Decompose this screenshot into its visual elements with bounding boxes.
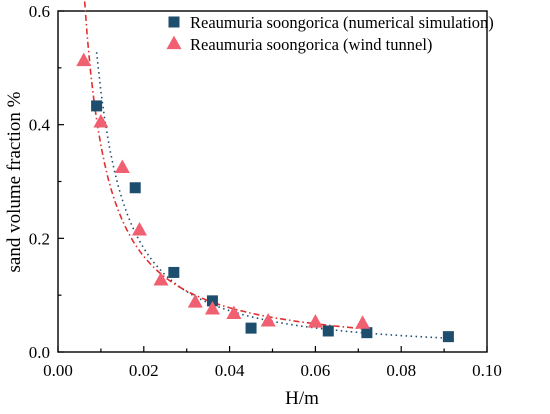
y-tick-label: 0.6	[29, 2, 50, 21]
data-point-triangle	[355, 315, 371, 329]
x-tick-label: 0.10	[472, 361, 502, 380]
data-point-triangle	[307, 314, 323, 328]
data-point-triangle	[114, 159, 130, 173]
data-point-square	[442, 331, 454, 343]
data-point-square	[206, 295, 218, 307]
data-point-triangle	[76, 52, 92, 67]
x-tick-label: 0.06	[301, 361, 331, 380]
plot-frame	[57, 10, 488, 353]
y-tick-label: 0.2	[29, 229, 50, 248]
legend-marker-triangle	[166, 35, 182, 50]
x-axis-title: H/m	[285, 388, 319, 409]
data-point-square	[322, 325, 334, 337]
data-point-triangle	[260, 312, 276, 327]
x-tick-label: 0.08	[386, 361, 416, 380]
y-axis-title: sand volume fraction %	[4, 91, 25, 272]
x-tick-label: 0.02	[129, 361, 159, 380]
data-point-square	[245, 322, 257, 334]
data-point-square	[361, 327, 373, 339]
legend-label: Reaumuria soongorica (numerical simulati…	[190, 13, 494, 32]
x-tick-label: 0.04	[215, 361, 245, 380]
y-tick-label: 0.4	[29, 116, 51, 135]
data-point-triangle	[187, 294, 203, 308]
data-point-square	[91, 100, 103, 112]
data-point-triangle	[226, 305, 242, 320]
data-point-triangle	[153, 272, 169, 286]
legend-label: Reaumuria soongorica (wind tunnel)	[190, 35, 432, 54]
data-point-square	[168, 266, 180, 278]
legend-marker-square	[168, 16, 180, 28]
data-point-triangle	[204, 301, 220, 315]
axes: 0.00 0.02 0.04 0.06 0.08 0.10 0.0 0.2 0.4 0.6	[29, 2, 502, 380]
trendline	[95, 52, 449, 339]
y-tick-label: 0.0	[29, 343, 50, 362]
x-tick-label: 0.00	[43, 361, 73, 380]
data-point-triangle	[132, 222, 148, 236]
markers	[76, 52, 454, 343]
legend: Reaumuria soongorica (numerical simulati…	[166, 13, 494, 54]
data-point-triangle	[93, 114, 109, 128]
data-point-square	[129, 182, 141, 194]
